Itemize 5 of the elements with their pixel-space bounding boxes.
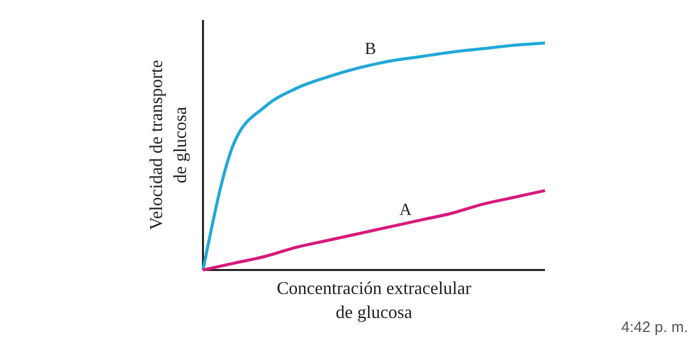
x-axis-title: Concentración extracelular de glucosa xyxy=(276,278,472,322)
series-label: A xyxy=(399,200,412,219)
text: 4:42 p. m. xyxy=(621,319,688,336)
y-axis-title: Velocidad de transporte de glucosa xyxy=(146,60,190,230)
series-label: B xyxy=(364,38,376,58)
